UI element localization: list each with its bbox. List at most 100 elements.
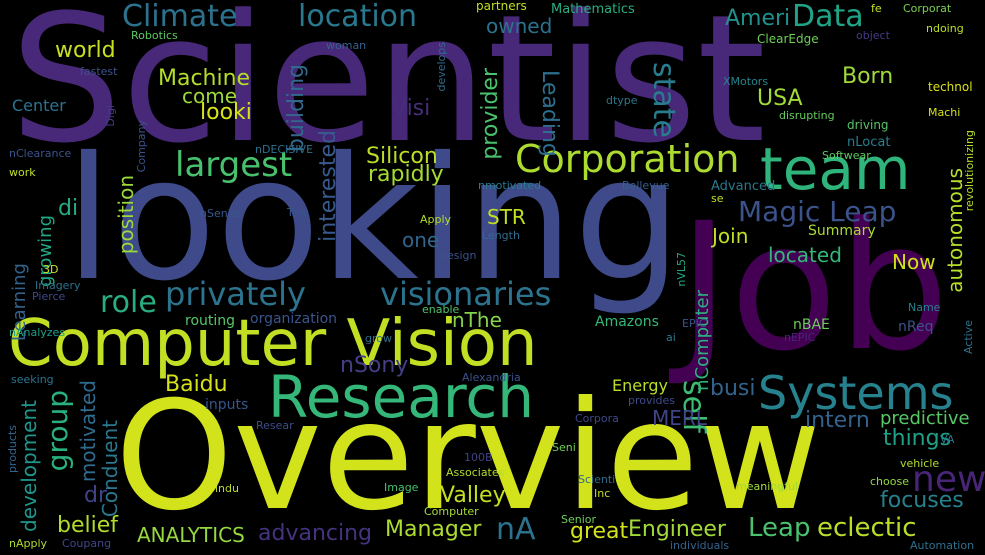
word-length: Length xyxy=(482,229,520,242)
word-seeking: seeking xyxy=(11,373,54,386)
word-nsenior: nSenior xyxy=(200,207,243,220)
word-visi: Visi xyxy=(392,96,431,121)
word-bellevue: Bellevue xyxy=(622,179,670,192)
word-conduent: Conduent xyxy=(98,420,122,518)
word-scientist: Scientist xyxy=(10,0,766,182)
word-indu: indu xyxy=(215,482,239,495)
word-str: STR xyxy=(487,205,526,229)
word-advancing: advancing xyxy=(258,521,373,546)
word-corporation: Corporation xyxy=(515,137,740,181)
word-3d: 3D xyxy=(43,263,59,276)
word-machi: Machi xyxy=(928,106,961,119)
word-active: Active xyxy=(962,320,975,355)
word-driving: driving xyxy=(847,118,889,132)
word-inputs: inputs xyxy=(205,397,249,413)
word-belief: belief xyxy=(57,513,119,538)
word-robotics: Robotics xyxy=(131,29,178,42)
word-revolutionizing: revolutionizing xyxy=(963,130,976,212)
word-things: things xyxy=(883,426,952,451)
word-dr: dr xyxy=(84,483,108,508)
word-corpora: Corpora xyxy=(575,412,619,425)
word-di: di xyxy=(58,196,79,221)
word-systems: Systems xyxy=(758,366,954,420)
word-woman: woman xyxy=(326,39,367,52)
word-ndoing: ndoing xyxy=(926,22,964,35)
word-growing: growing xyxy=(35,215,56,287)
word-na: nA xyxy=(496,512,536,547)
word-advanced: Advanced xyxy=(711,179,776,194)
word-apply: Apply xyxy=(420,213,452,226)
word-join: Join xyxy=(712,224,749,248)
word-xmotors: XMotors xyxy=(723,75,769,88)
word-computer: Computer xyxy=(424,505,479,518)
word-looki: looki xyxy=(200,100,252,125)
word-ameri: Ameri xyxy=(725,6,791,31)
word-great: great xyxy=(570,519,629,544)
word-climate: Climate xyxy=(122,0,238,34)
word-new: new xyxy=(912,459,985,500)
word-overview: Overview xyxy=(115,370,822,544)
word-inc: Inc xyxy=(594,487,611,500)
word-automation: Automation xyxy=(910,539,975,552)
word-napply: nApply xyxy=(9,537,48,550)
word-visionaries: visionaries xyxy=(380,275,552,313)
word-group: group xyxy=(41,390,74,472)
word-looking: looking xyxy=(65,121,682,319)
word-nanalyzes: nAnalyzes xyxy=(9,326,66,339)
word-vehicle: vehicle xyxy=(900,457,940,470)
word-va: VA xyxy=(940,433,955,446)
word-grow: grow xyxy=(365,332,392,345)
word-amazons: Amazons xyxy=(595,314,659,330)
word-company: Company xyxy=(135,120,148,173)
word-meaningful: meaningful xyxy=(736,480,799,493)
word-rapidly: rapidly xyxy=(368,162,444,187)
word-engineer: Engineer xyxy=(628,517,726,542)
word-building: building xyxy=(284,64,309,153)
word-one: one xyxy=(402,228,440,252)
word-manager: Manager xyxy=(385,517,482,542)
word-scienti: Scienti xyxy=(578,473,616,486)
word-associates: Associates xyxy=(446,466,505,479)
word-motivated: motivated xyxy=(76,380,100,483)
word-analytics: ANALYTICS xyxy=(137,523,245,547)
word-nbae: nBAE xyxy=(793,317,830,333)
word-pierce: Pierce xyxy=(32,290,66,303)
word-leading: Leading xyxy=(537,70,562,157)
word-alexandria: Alexandria xyxy=(462,371,521,384)
word-state: state xyxy=(646,62,681,138)
word-name: Name xyxy=(908,301,941,314)
word-100b: 100B xyxy=(464,451,493,464)
word-resear: Resear xyxy=(256,419,294,432)
word-focuses: focuses xyxy=(880,488,964,513)
word-nepic: nEPIC xyxy=(784,331,816,344)
word-job: Job xyxy=(678,185,950,390)
word-located: located xyxy=(768,243,842,267)
word-interested: interested xyxy=(316,130,341,242)
word-epic: EPIC xyxy=(682,317,707,330)
word-nclearance: nClearance xyxy=(9,147,72,160)
word-individuals: individuals xyxy=(670,539,730,552)
word-merl: MERL xyxy=(652,406,707,430)
word-predictive: predictive xyxy=(880,408,970,429)
word-privately: privately xyxy=(165,275,306,313)
word-design: design xyxy=(440,249,477,262)
word-research: Research xyxy=(268,363,535,431)
word-self: self xyxy=(676,380,711,433)
word-position: position xyxy=(114,175,138,255)
word-magic-leap: Magic Leap xyxy=(738,195,897,228)
word-provides: provides xyxy=(628,394,676,407)
word-choose: choose xyxy=(870,475,909,488)
word-nreq: nReq xyxy=(898,319,934,335)
word-busi: busi xyxy=(710,376,756,401)
word-location: location xyxy=(298,0,418,34)
word-development: development xyxy=(17,400,41,532)
word-world: world xyxy=(55,38,116,63)
word-summary: Summary xyxy=(808,223,876,239)
word-intern: intern xyxy=(805,408,870,433)
word-organization: organization xyxy=(250,311,338,327)
word-image: Image xyxy=(384,481,419,494)
word-senior: Senior xyxy=(561,513,597,526)
word-develops: develops xyxy=(435,42,448,92)
word-technol: technol xyxy=(928,80,973,94)
